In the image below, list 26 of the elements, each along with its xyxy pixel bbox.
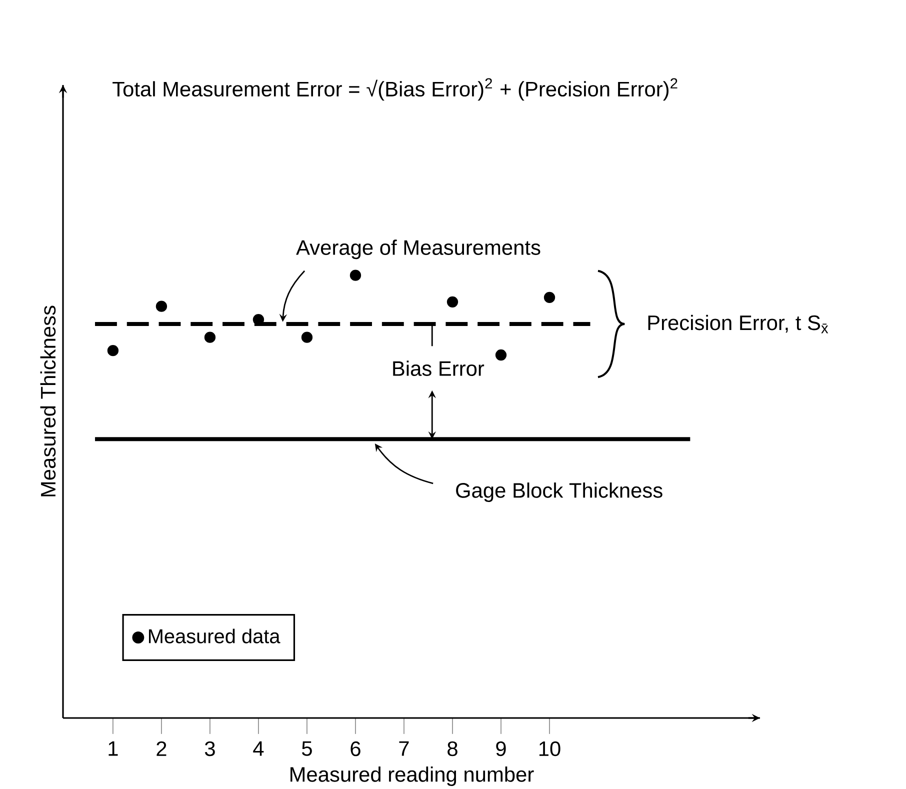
point <box>156 300 168 312</box>
x-tick-label: 8 <box>448 741 458 756</box>
x-tick-label: 5 <box>302 741 312 756</box>
x-tick-label: 3 <box>204 741 215 756</box>
x-tick-label: 1 <box>108 741 118 756</box>
x-tick-label: 7 <box>399 741 409 756</box>
point <box>350 270 362 281</box>
point <box>446 296 458 308</box>
ref-line-label: Gage Block Thickness <box>456 482 662 502</box>
x-axis-title: Measured reading number <box>290 766 534 786</box>
x-tick-label: 2 <box>156 741 166 756</box>
x-tick-label: 4 <box>253 741 264 756</box>
point <box>301 332 313 343</box>
text: Precision Error, t S$_{x̄}$ <box>648 314 828 334</box>
point <box>495 349 507 361</box>
legend-label: Measured data <box>148 628 280 644</box>
point <box>544 292 556 304</box>
x-tick-label: 10 <box>539 741 560 756</box>
x-tick-label: 6 <box>350 741 360 756</box>
point <box>204 332 216 343</box>
point <box>107 345 119 356</box>
ref-line-label: Average of Measurements <box>296 240 540 260</box>
y-axis-title: Measured Thickness <box>40 306 56 496</box>
chart-title: Total Measurement Error = √(Bias Error)$^{2}$ + (Precision Error)$^{2}$ <box>112 78 678 101</box>
x-tick-label: 9 <box>496 741 506 756</box>
annotation: Bias Error <box>393 360 484 376</box>
